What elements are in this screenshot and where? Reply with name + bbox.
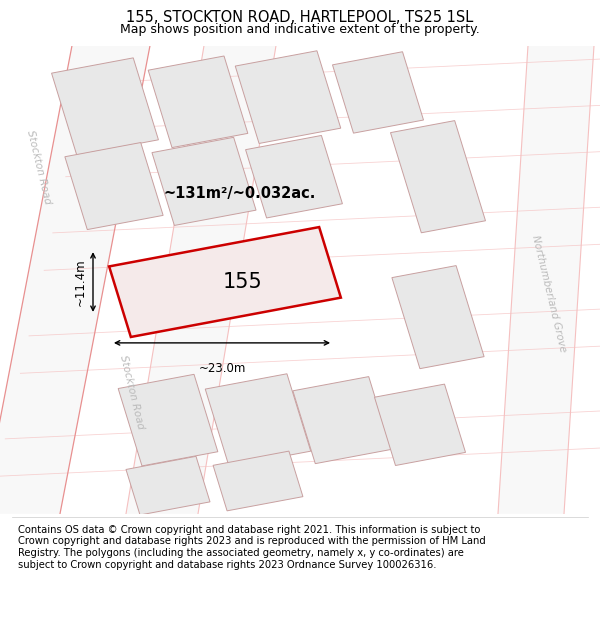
Polygon shape: [126, 46, 276, 514]
Text: Northumberland Grove: Northumberland Grove: [530, 234, 568, 353]
Polygon shape: [392, 266, 484, 369]
Text: 155, STOCKTON ROAD, HARTLEPOOL, TS25 1SL: 155, STOCKTON ROAD, HARTLEPOOL, TS25 1SL: [127, 10, 473, 25]
Polygon shape: [0, 46, 150, 514]
Polygon shape: [332, 52, 424, 133]
Polygon shape: [118, 374, 218, 466]
Polygon shape: [109, 227, 341, 337]
Polygon shape: [235, 51, 341, 144]
Polygon shape: [65, 142, 163, 229]
Polygon shape: [205, 374, 311, 466]
Polygon shape: [498, 46, 594, 514]
Polygon shape: [293, 377, 391, 464]
Polygon shape: [52, 58, 158, 155]
Polygon shape: [391, 121, 485, 232]
Text: Stockton Road: Stockton Road: [118, 354, 146, 430]
Text: ~11.4m: ~11.4m: [74, 258, 87, 306]
Text: Map shows position and indicative extent of the property.: Map shows position and indicative extent…: [120, 22, 480, 36]
Polygon shape: [374, 384, 466, 466]
Polygon shape: [213, 451, 303, 511]
Polygon shape: [148, 56, 248, 148]
Text: ~23.0m: ~23.0m: [199, 362, 245, 374]
Text: 155: 155: [223, 272, 263, 292]
Polygon shape: [245, 136, 343, 218]
Text: ~131m²/~0.032ac.: ~131m²/~0.032ac.: [164, 186, 316, 201]
Text: Stockton Road: Stockton Road: [25, 129, 53, 206]
Polygon shape: [152, 138, 256, 226]
Polygon shape: [126, 456, 210, 515]
Text: Contains OS data © Crown copyright and database right 2021. This information is : Contains OS data © Crown copyright and d…: [18, 525, 486, 569]
